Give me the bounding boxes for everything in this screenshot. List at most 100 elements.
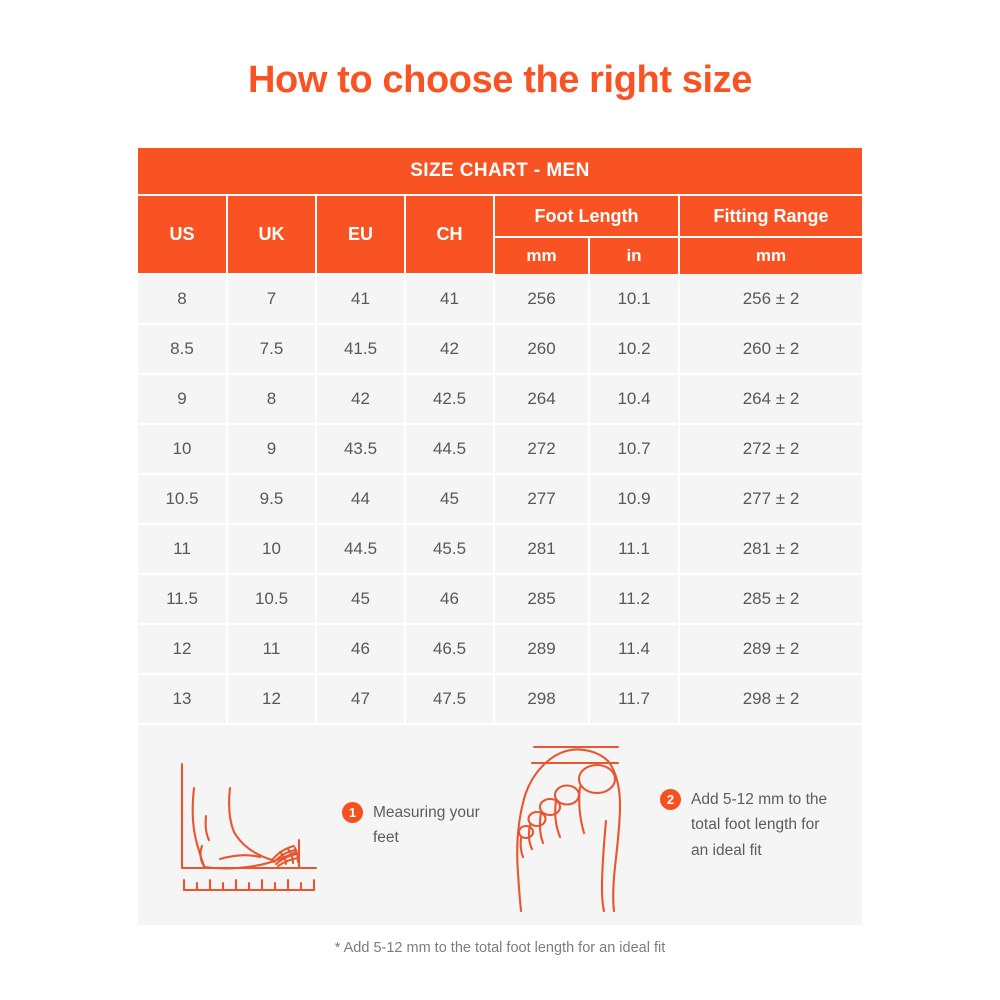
cell-uk: 8 xyxy=(226,374,316,425)
step-2-label: Add 5-12 mm to the total foot length for… xyxy=(691,791,828,859)
cell-ch: 42.5 xyxy=(404,374,494,425)
column-header-foot-length-in: in xyxy=(588,236,679,274)
table-head: US UK EU CH Foot Length Fitting Range mm… xyxy=(138,194,862,275)
cell-uk: 7.5 xyxy=(226,324,316,375)
cell-us: 8 xyxy=(138,274,227,325)
cell-foot-length-in: 10.7 xyxy=(588,424,679,475)
cell-foot-length-in: 10.4 xyxy=(588,374,679,425)
cell-fitting-range-mm: 256 ± 2 xyxy=(678,274,862,325)
cell-eu: 46 xyxy=(315,624,405,675)
cell-foot-length-mm: 281 xyxy=(493,524,589,575)
cell-foot-length-mm: 272 xyxy=(493,424,589,475)
cell-eu: 45 xyxy=(315,574,405,625)
cell-fitting-range-mm: 264 ± 2 xyxy=(678,374,862,425)
cell-us: 11 xyxy=(138,524,227,575)
cell-foot-length-in: 11.7 xyxy=(588,674,679,725)
table-row: 10 9 43.5 44.5 272 10.7 272 ± 2 xyxy=(138,424,862,475)
cell-eu: 42 xyxy=(315,374,405,425)
cell-us: 10.5 xyxy=(138,474,227,525)
cell-us: 9 xyxy=(138,374,227,425)
cell-uk: 10 xyxy=(226,524,316,575)
column-header-ch: CH xyxy=(404,194,494,275)
column-group-header-foot-length: Foot Length xyxy=(493,194,679,238)
step-1-text-wrap: 1 Measuring your feet xyxy=(342,800,500,850)
size-chart-container: SIZE CHART - MEN US UK EU CH Foot Length… xyxy=(138,148,862,925)
cell-fitting-range-mm: 277 ± 2 xyxy=(678,474,862,525)
cell-foot-length-in: 11.1 xyxy=(588,524,679,575)
cell-ch: 46 xyxy=(404,574,494,625)
measuring-instructions-panel: 1 Measuring your feet xyxy=(138,725,862,925)
cell-fitting-range-mm: 285 ± 2 xyxy=(678,574,862,625)
foot-top-view-toes-icon xyxy=(516,745,622,913)
table-row: 11.5 10.5 45 46 285 11.2 285 ± 2 xyxy=(138,574,862,625)
cell-foot-length-in: 10.2 xyxy=(588,324,679,375)
cell-fitting-range-mm: 298 ± 2 xyxy=(678,674,862,725)
cell-foot-length-mm: 277 xyxy=(493,474,589,525)
column-header-fitting-range-mm: mm xyxy=(678,236,862,274)
table-body: 8 7 41 41 256 10.1 256 ± 2 8.5 7.5 41.5 42 260 10.2 2… xyxy=(138,274,862,725)
table-row: 8.5 7.5 41.5 42 260 10.2 260 ± 2 xyxy=(138,324,862,375)
cell-fitting-range-mm: 289 ± 2 xyxy=(678,624,862,675)
column-header-us: US xyxy=(138,194,227,275)
cell-fitting-range-mm: 260 ± 2 xyxy=(678,324,862,375)
cell-uk: 7 xyxy=(226,274,316,325)
cell-us: 10 xyxy=(138,424,227,475)
cell-foot-length-in: 10.9 xyxy=(588,474,679,525)
page-title: How to choose the right size xyxy=(248,59,752,101)
cell-ch: 41 xyxy=(404,274,494,325)
cell-us: 12 xyxy=(138,624,227,675)
column-header-eu: EU xyxy=(315,194,405,275)
cell-foot-length-mm: 256 xyxy=(493,274,589,325)
cell-eu: 47 xyxy=(315,674,405,725)
cell-foot-length-mm: 298 xyxy=(493,674,589,725)
step-1-label: Measuring your feet xyxy=(373,803,480,846)
cell-eu: 43.5 xyxy=(315,424,405,475)
table-header-row-sub: mm in mm xyxy=(138,236,862,274)
table-row: 10.5 9.5 44 45 277 10.9 277 ± 2 xyxy=(138,474,862,525)
cell-fitting-range-mm: 281 ± 2 xyxy=(678,524,862,575)
table-row: 13 12 47 47.5 298 11.7 298 ± 2 xyxy=(138,674,862,725)
cell-ch: 42 xyxy=(404,324,494,375)
cell-ch: 44.5 xyxy=(404,424,494,475)
cell-uk: 12 xyxy=(226,674,316,725)
footnote: * Add 5-12 mm to the total foot length f… xyxy=(334,940,666,956)
step-2-text-wrap: 2 Add 5-12 mm to the total foot length f… xyxy=(660,787,831,862)
cell-fitting-range-mm: 272 ± 2 xyxy=(678,424,862,475)
cell-ch: 45 xyxy=(404,474,494,525)
table-row: 8 7 41 41 256 10.1 256 ± 2 xyxy=(138,274,862,325)
column-group-header-fitting-range: Fitting Range xyxy=(678,194,862,238)
cell-foot-length-mm: 285 xyxy=(493,574,589,625)
cell-foot-length-mm: 260 xyxy=(493,324,589,375)
cell-uk: 9.5 xyxy=(226,474,316,525)
cell-foot-length-in: 11.4 xyxy=(588,624,679,675)
cell-ch: 45.5 xyxy=(404,524,494,575)
cell-uk: 9 xyxy=(226,424,316,475)
step-1-badge: 1 xyxy=(342,801,363,823)
table-row: 11 10 44.5 45.5 281 11.1 281 ± 2 xyxy=(138,524,862,575)
step-2-badge: 2 xyxy=(660,789,681,811)
cell-uk: 10.5 xyxy=(226,574,316,625)
column-header-foot-length-mm: mm xyxy=(493,236,589,274)
table-header-row-top: US UK EU CH Foot Length Fitting Range xyxy=(138,194,862,275)
size-chart-banner: SIZE CHART - MEN xyxy=(138,148,862,194)
cell-foot-length-in: 11.2 xyxy=(588,574,679,625)
cell-ch: 47.5 xyxy=(404,674,494,725)
cell-eu: 44 xyxy=(315,474,405,525)
cell-uk: 11 xyxy=(226,624,316,675)
cell-eu: 44.5 xyxy=(315,524,405,575)
cell-us: 11.5 xyxy=(138,574,227,625)
cell-eu: 41 xyxy=(315,274,405,325)
column-header-uk: UK xyxy=(226,194,316,275)
step-1-block: 1 Measuring your feet xyxy=(138,725,500,925)
cell-ch: 46.5 xyxy=(404,624,494,675)
step-2-block: 2 Add 5-12 mm to the total foot length f… xyxy=(500,725,862,925)
cell-us: 13 xyxy=(138,674,227,725)
size-chart-table: US UK EU CH Foot Length Fitting Range mm… xyxy=(138,194,862,725)
cell-foot-length-mm: 289 xyxy=(493,624,589,675)
foot-side-profile-ruler-icon xyxy=(180,762,318,892)
cell-foot-length-mm: 264 xyxy=(493,374,589,425)
table-row: 12 11 46 46.5 289 11.4 289 ± 2 xyxy=(138,624,862,675)
cell-foot-length-in: 10.1 xyxy=(588,274,679,325)
table-row: 9 8 42 42.5 264 10.4 264 ± 2 xyxy=(138,374,862,425)
